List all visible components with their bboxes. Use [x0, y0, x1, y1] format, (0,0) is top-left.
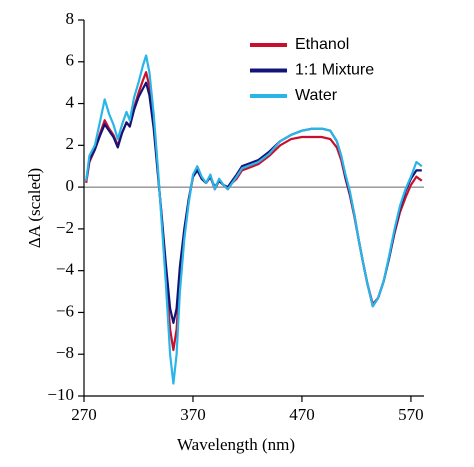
x-tick-label: 470 — [289, 405, 315, 424]
y-axis-label: ΔA (scaled) — [25, 168, 44, 248]
y-tick-label: −8 — [56, 343, 74, 362]
line-series — [85, 54, 423, 385]
legend-label: 1:1 Mixture — [295, 62, 374, 79]
y-tick-label: −6 — [56, 301, 74, 320]
y-tick-label: 0 — [66, 176, 75, 195]
line-series — [85, 71, 423, 352]
x-tick-label: 570 — [398, 405, 424, 424]
line-series — [85, 81, 422, 324]
x-tick-label: 370 — [180, 405, 206, 424]
y-tick-label: 4 — [66, 92, 75, 111]
y-tick-label: −2 — [56, 218, 74, 237]
legend-label: Water — [295, 87, 338, 104]
y-tick-label: −10 — [47, 385, 74, 404]
y-tick-label: 8 — [66, 9, 75, 28]
x-tick-label: 270 — [71, 405, 97, 424]
legend-label: Ethanol — [295, 36, 349, 53]
x-axis-label: Wavelength (nm) — [177, 435, 295, 454]
y-tick-label: 6 — [66, 51, 75, 70]
y-tick-label: 2 — [66, 134, 75, 153]
y-tick-label: −4 — [56, 260, 75, 279]
